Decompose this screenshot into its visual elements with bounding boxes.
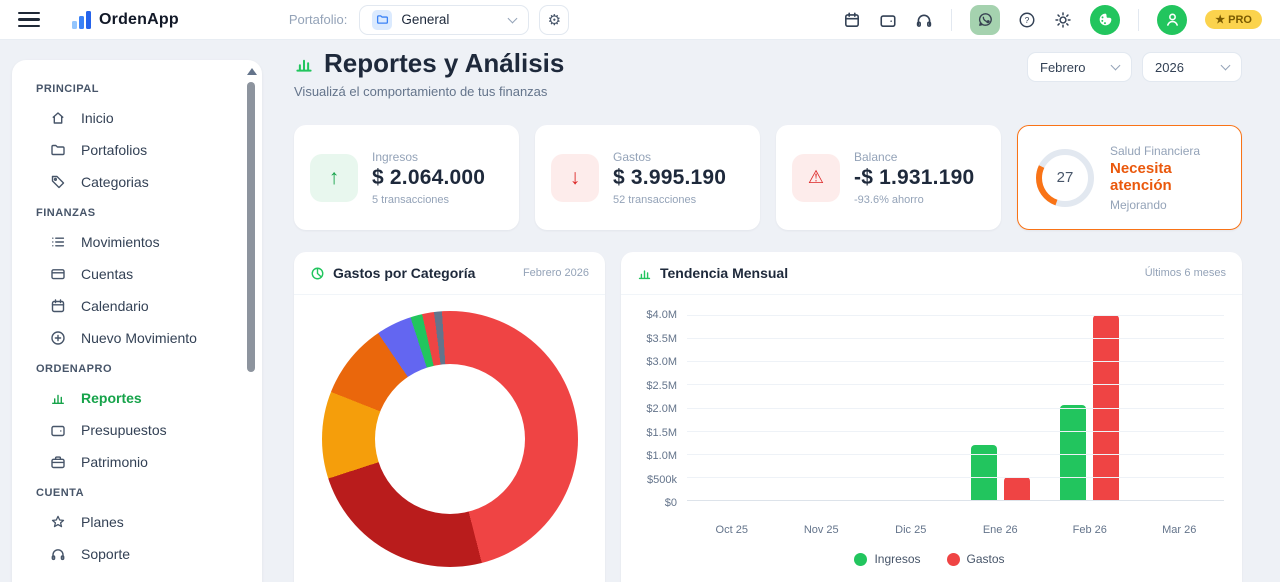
topbar-divider	[951, 8, 953, 31]
menu-icon[interactable]	[18, 11, 40, 28]
sidebar-section-cuenta: CUENTA	[36, 487, 85, 499]
legend-gastos[interactable]: Gastos	[946, 552, 1005, 566]
sidebar-scrollbar[interactable]	[245, 66, 257, 582]
y-axis-labels: $4.0M $3.5M $3.0M $2.5M $2.0M $1.5M $1.0M $5…	[646, 309, 677, 509]
bar-chart-icon	[52, 394, 64, 404]
bar-gastos[interactable]	[1003, 476, 1030, 500]
wallet-icon[interactable]	[879, 11, 897, 29]
card-icon	[51, 269, 65, 280]
stat-card-balance: ⚠ Balance -$ 1.931.190 -93.6% ahorro	[776, 125, 1001, 230]
sidebar-section-ordenapro: ORDENAPRO	[36, 363, 113, 375]
arrow-down-icon: ↓	[551, 153, 599, 202]
app-name: OrdenApp	[99, 10, 179, 28]
sidebar-item-planes[interactable]: Planes	[12, 506, 262, 538]
ingresos-value: $ 2.064.000	[372, 165, 486, 189]
sidebar: PRINCIPAL Inicio Portafolios Categorias …	[12, 60, 262, 582]
sidebar-section-principal: PRINCIPAL	[36, 83, 99, 95]
plus-circle-icon	[51, 331, 65, 345]
sidebar-item-patrimonio[interactable]: Patrimonio	[12, 446, 262, 478]
headphones-icon[interactable]	[915, 11, 933, 29]
charts-row: Gastos por Categoría Febrero 2026 Tenden…	[294, 252, 1242, 582]
chevron-down-icon	[1220, 60, 1231, 71]
calendar-icon[interactable]	[843, 11, 861, 29]
sidebar-item-reportes[interactable]: Reportes	[12, 382, 262, 414]
home-icon	[52, 112, 64, 124]
scrollbar-thumb[interactable]	[247, 82, 255, 372]
chevron-down-icon	[507, 13, 518, 23]
bar-card-period: Últimos 6 meses	[1144, 267, 1226, 279]
help-icon[interactable]: ?	[1018, 11, 1036, 29]
folder-icon	[372, 9, 393, 30]
portfolio-value: General	[401, 12, 450, 27]
sidebar-item-categorias[interactable]: Categorias	[12, 166, 262, 198]
topbar-divider	[1138, 8, 1140, 31]
legend-ingresos[interactable]: Ingresos	[854, 552, 921, 566]
arrow-up-icon: ↑	[310, 153, 358, 202]
bar-chart-icon	[638, 269, 651, 279]
bar-plot-area	[687, 315, 1224, 501]
x-axis-labels: Oct 25 Nov 25 Dic 25 Ene 26 Feb 26 Mar 26	[715, 524, 1197, 536]
sidebar-item-calendario[interactable]: Calendario	[12, 290, 262, 322]
headphones-icon	[51, 549, 65, 561]
sidebar-item-nuevo-movimiento[interactable]: Nuevo Movimiento	[12, 322, 262, 354]
sidebar-item-movimientos[interactable]: Movimientos	[12, 226, 262, 258]
bar-card-title: Tendencia Mensual	[660, 265, 789, 281]
sidebar-item-inicio[interactable]: Inicio	[12, 102, 262, 134]
pie-card-period: Febrero 2026	[522, 267, 589, 279]
legend-dot-gastos	[946, 552, 960, 566]
sidebar-item-portafolios[interactable]: Portafolios	[12, 134, 262, 166]
calendar-icon	[51, 299, 65, 313]
reports-icon	[296, 59, 312, 72]
portfolio-label: Portafolio:	[288, 12, 348, 27]
topbar: OrdenApp Portafolio: General ⚙ ?	[0, 0, 1280, 40]
month-select[interactable]: Febrero	[1027, 52, 1132, 82]
star-icon	[51, 515, 65, 528]
pie-chart-icon	[311, 267, 324, 279]
svg-text:?: ?	[1025, 15, 1030, 25]
health-status: Necesita atención	[1110, 159, 1172, 194]
stat-cards: ↑ Ingresos $ 2.064.000 5 transacciones ↓…	[294, 125, 1242, 230]
portfolio-settings-button[interactable]: ⚙	[539, 4, 570, 35]
warning-icon: ⚠	[792, 153, 840, 202]
expenses-donut-chart[interactable]	[321, 311, 578, 567]
sidebar-item-cuentas[interactable]: Cuentas	[12, 258, 262, 290]
folder-icon	[51, 144, 65, 156]
app-logo-icon	[72, 10, 91, 29]
whatsapp-button[interactable]	[970, 4, 1001, 35]
chart-legend: Ingresos Gastos	[635, 552, 1224, 566]
page-title: Reportes y Análisis	[324, 48, 565, 78]
pro-badge[interactable]: ★ PRO	[1205, 10, 1262, 29]
pie-chart-card: Gastos por Categoría Febrero 2026	[294, 252, 605, 582]
legend-dot-ingresos	[854, 552, 868, 566]
briefcase-icon	[51, 456, 65, 469]
chevron-down-icon	[1110, 60, 1121, 71]
tag-icon	[51, 175, 65, 189]
bar-chart-card: Tendencia Mensual Últimos 6 meses $4.0M $…	[621, 252, 1242, 582]
sidebar-item-soporte[interactable]: Soporte	[12, 538, 262, 570]
health-score: 27	[1056, 169, 1074, 186]
sidebar-section-finanzas: FINANZAS	[36, 207, 96, 219]
sidebar-item-presupuestos[interactable]: Presupuestos	[12, 414, 262, 446]
stat-card-ingresos: ↑ Ingresos $ 2.064.000 5 transacciones	[294, 125, 519, 230]
stat-card-gastos: ↓ Gastos $ 3.995.190 52 transacciones	[535, 125, 760, 230]
wallet-icon	[51, 425, 65, 437]
theme-light-icon[interactable]	[1054, 11, 1072, 29]
pie-card-title: Gastos por Categoría	[333, 265, 476, 281]
health-gauge: 27	[1034, 147, 1096, 209]
user-avatar[interactable]	[1157, 4, 1188, 35]
stat-card-salud-financiera: 27 Salud Financiera Necesita atención Me…	[1017, 125, 1242, 230]
bar-ingresos[interactable]	[1060, 404, 1087, 500]
list-icon	[52, 237, 65, 247]
page-subtitle: Visualizá el comportamiento de tus finan…	[294, 84, 548, 99]
page-header: Reportes y Análisis Visualizá el comport…	[294, 48, 1242, 99]
gastos-value: $ 3.995.190	[613, 165, 727, 189]
balance-value: -$ 1.931.190	[854, 165, 975, 189]
palette-button[interactable]	[1090, 4, 1121, 35]
year-select[interactable]: 2026	[1142, 52, 1242, 82]
main-content: Reportes y Análisis Visualizá el comport…	[280, 40, 1280, 582]
portfolio-select[interactable]: General	[359, 4, 530, 35]
scroll-up-icon[interactable]	[247, 68, 257, 75]
